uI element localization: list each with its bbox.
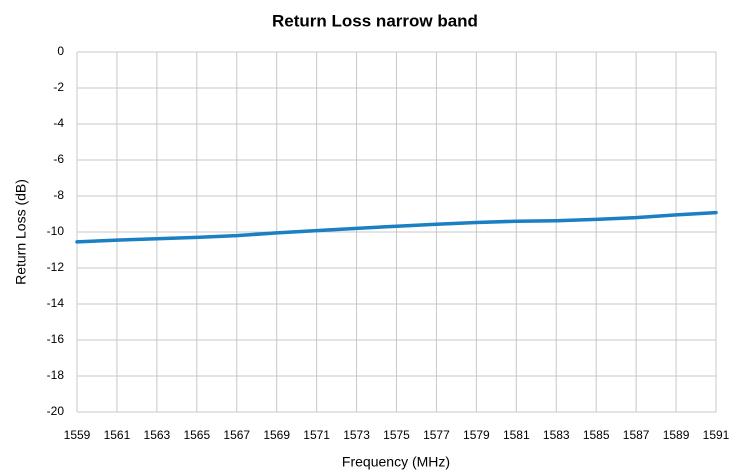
- y-tick-label: -18: [47, 368, 65, 382]
- data-line: [75, 210, 718, 244]
- x-tick-label: 1591: [703, 428, 730, 442]
- y-tick-label: -10: [47, 224, 65, 238]
- x-tick-label: 1581: [503, 428, 530, 442]
- x-tick-label: 1587: [623, 428, 650, 442]
- chart-title: Return Loss narrow band: [272, 11, 478, 30]
- y-tick-label: -12: [47, 260, 65, 274]
- x-tick-label: 1565: [183, 428, 210, 442]
- x-tick-label: 1589: [663, 428, 690, 442]
- x-tick-label: 1569: [263, 428, 290, 442]
- y-tick-label: -2: [53, 80, 64, 94]
- x-axis-label: Frequency (MHz): [342, 454, 450, 470]
- x-tick-label: 1579: [463, 428, 490, 442]
- x-tick-label: 1573: [343, 428, 370, 442]
- y-axis-label: Return Loss (dB): [13, 179, 29, 285]
- y-tick-label: 0: [57, 44, 64, 58]
- x-tick-label: 1577: [423, 428, 450, 442]
- y-tick-label: -20: [47, 404, 65, 418]
- y-tick-label: -8: [53, 188, 64, 202]
- x-tick-label: 1575: [383, 428, 410, 442]
- x-tick-label: 1571: [303, 428, 330, 442]
- x-tick-label: 1563: [144, 428, 171, 442]
- x-tick-label: 1561: [104, 428, 131, 442]
- y-tick-label: -4: [53, 116, 64, 130]
- x-tick-label: 1585: [583, 428, 610, 442]
- x-tick-label: 1559: [64, 428, 91, 442]
- y-tick-label: -14: [47, 296, 65, 310]
- x-tick-label: 1583: [543, 428, 570, 442]
- y-tick-label: -16: [47, 332, 65, 346]
- y-tick-label: -6: [53, 152, 64, 166]
- x-tick-label: 1567: [223, 428, 250, 442]
